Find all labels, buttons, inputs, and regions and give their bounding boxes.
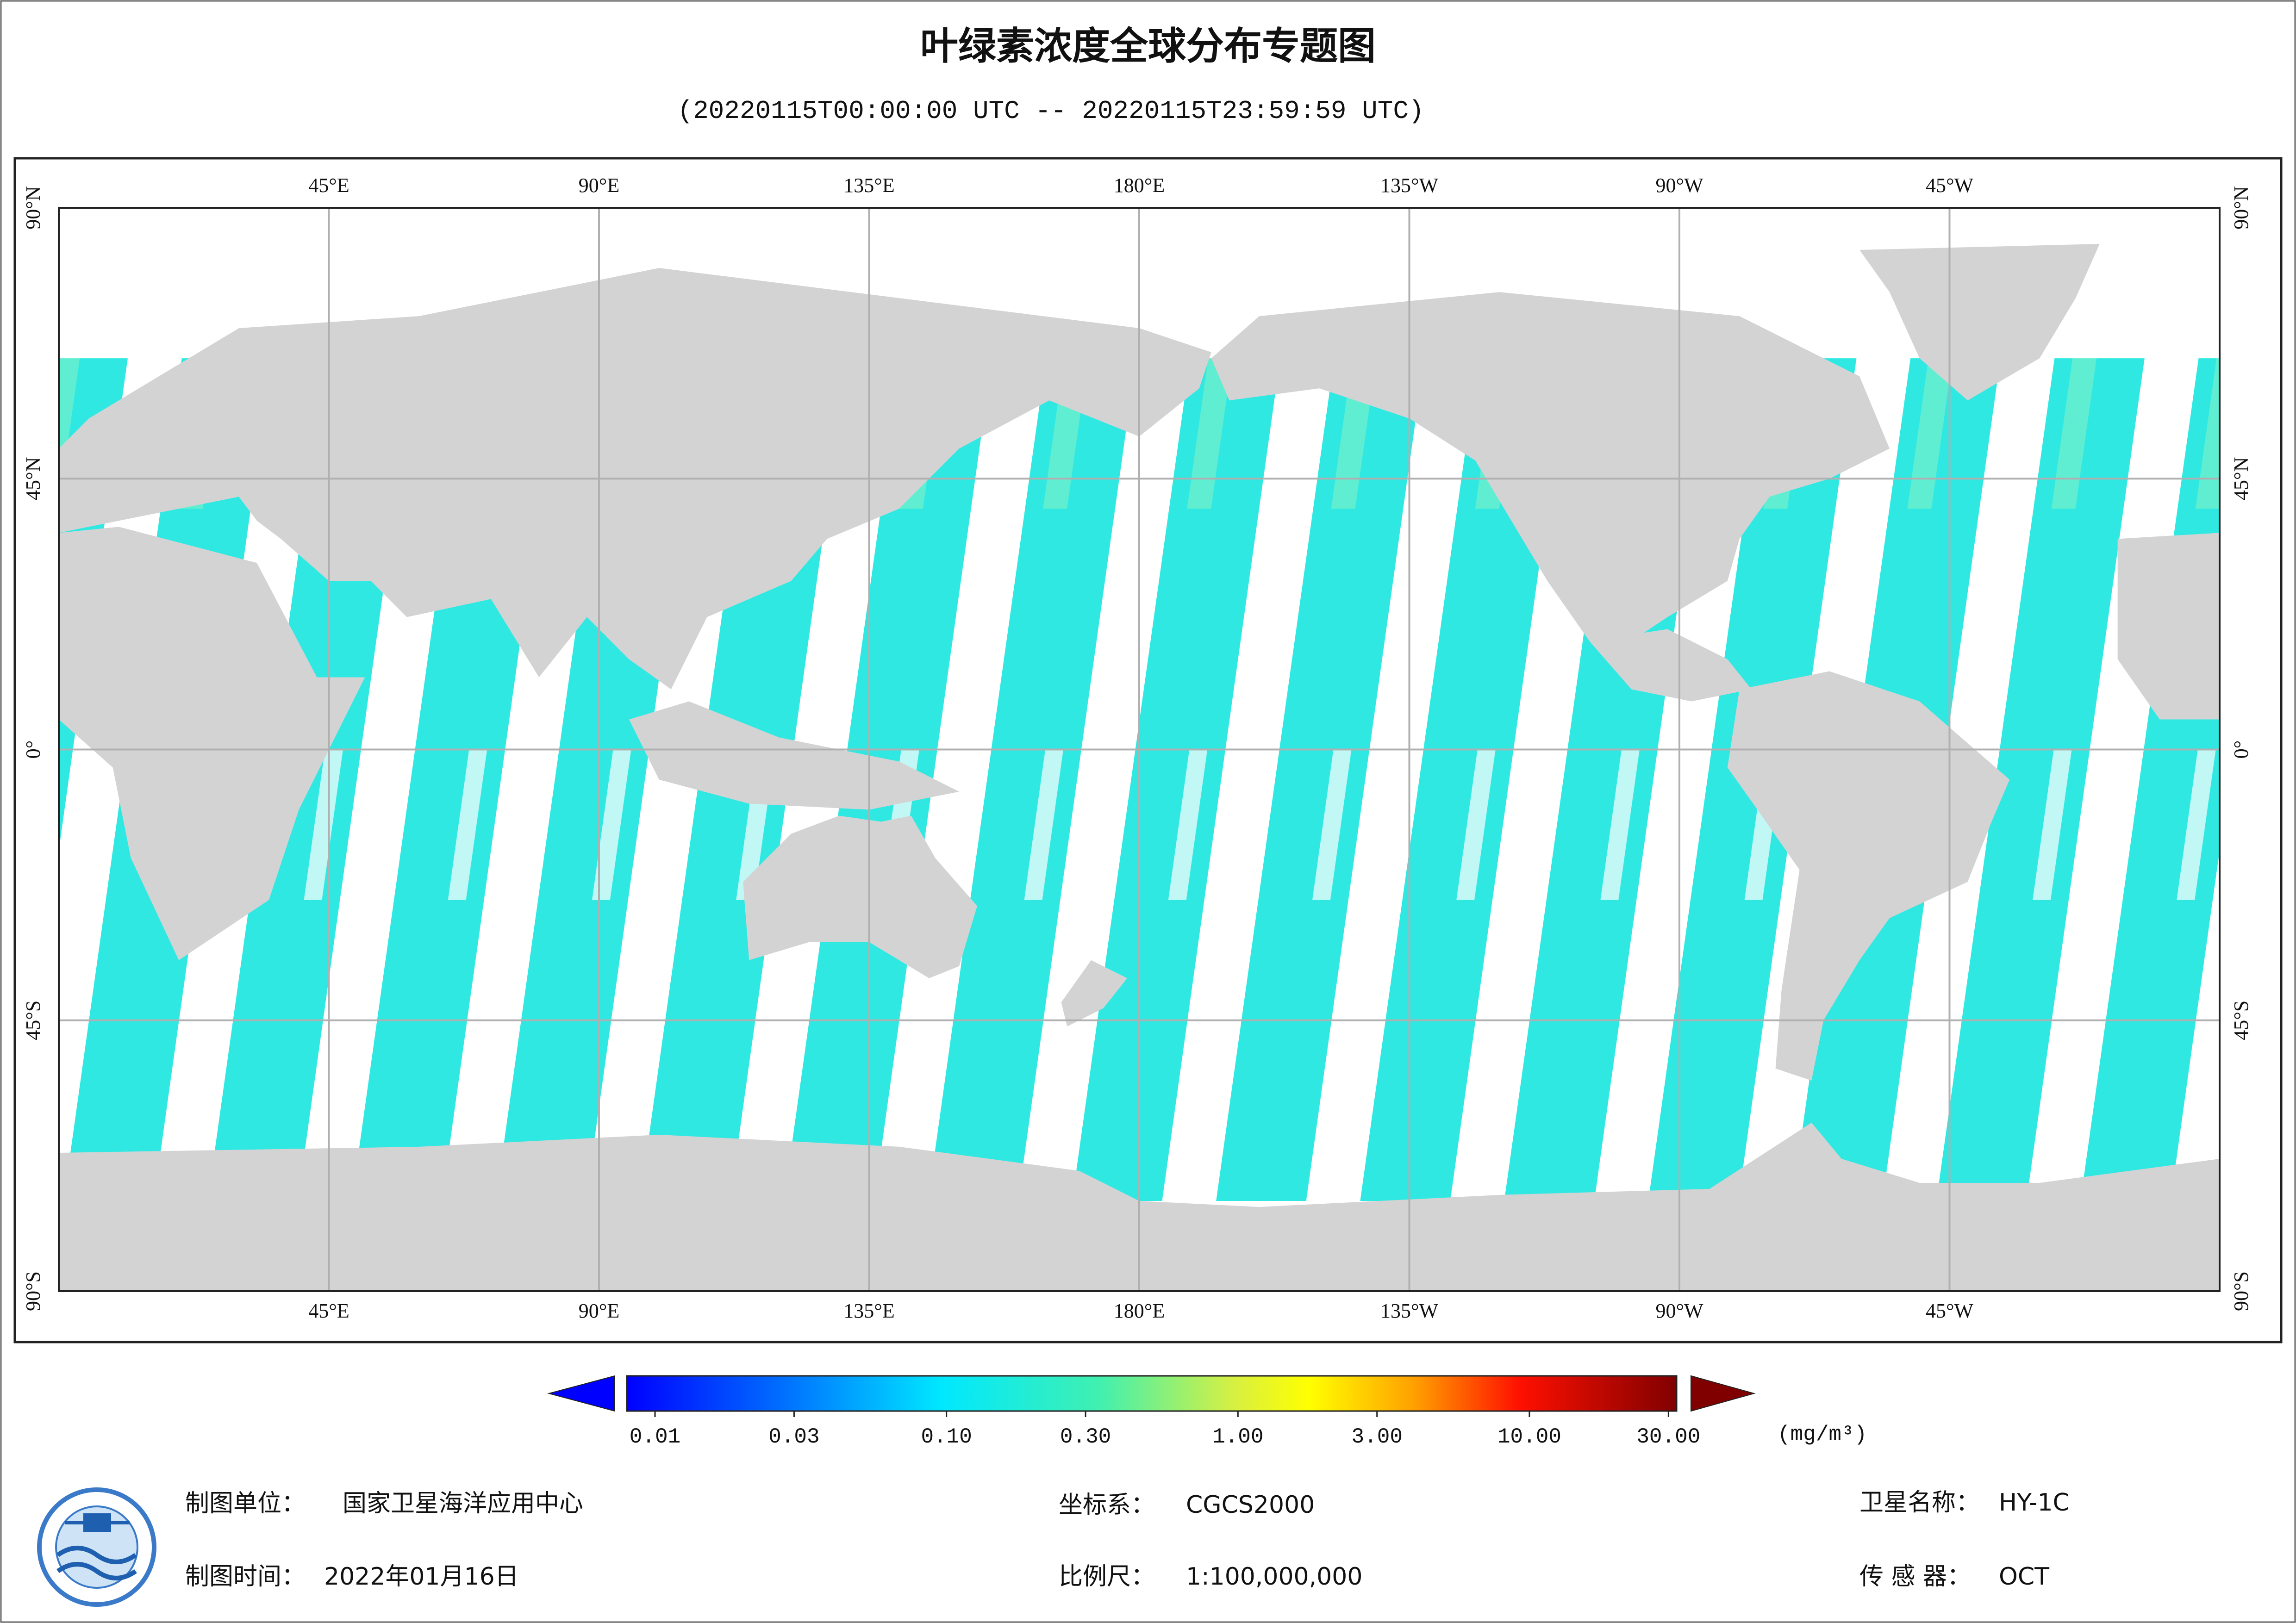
colorbar-over <box>1691 1375 1756 1412</box>
lat-label-right: 90°N <box>2230 186 2252 229</box>
footer-value: OCT <box>1999 1563 2049 1591</box>
footer-label: 制图时间： <box>185 1563 306 1591</box>
lon-label-top: 90°E <box>579 174 619 197</box>
colorbar-tick-label: 1.00 <box>1212 1425 1263 1449</box>
footer-label: 坐标系： <box>1059 1491 1155 1519</box>
lon-label-top: 45°E <box>308 174 349 197</box>
footer-value: 国家卫星海洋应用中心 <box>343 1490 583 1517</box>
lon-label-top: 180°E <box>1114 174 1165 197</box>
footer-label: 制图单位： <box>185 1490 306 1517</box>
lon-label-top: 135°E <box>843 174 894 197</box>
lat-label-left: 90°N <box>22 186 44 229</box>
lat-label-right: 0° <box>2230 740 2252 759</box>
lat-label-right: 45°S <box>2230 1001 2252 1040</box>
colorbar-tick-label: 0.30 <box>1060 1425 1111 1449</box>
lon-label-top: 135°W <box>1380 174 1439 197</box>
colorbar-unit: (mg/m³) <box>1778 1423 1867 1447</box>
title: 叶绿素浓度全球分布专题图 <box>920 24 1376 68</box>
lon-label-bottom: 45°E <box>308 1300 349 1322</box>
lon-label-bottom: 135°E <box>843 1300 894 1322</box>
footer-label: 卫星名称： <box>1859 1489 1980 1517</box>
footer-label: 传 感 器： <box>1859 1563 1971 1591</box>
lat-label-right: 45°N <box>2230 457 2252 500</box>
lon-label-bottom: 45°W <box>1926 1300 1974 1322</box>
colorbar-tick-label: 30.00 <box>1636 1425 1700 1449</box>
lon-label-bottom: 90°E <box>579 1300 619 1322</box>
lat-label-left: 45°N <box>22 457 44 500</box>
lon-label-bottom: 90°W <box>1655 1300 1703 1322</box>
colorbar <box>626 1375 1678 1412</box>
footer-value: 2022年01月16日 <box>324 1563 519 1591</box>
lon-label-top: 90°W <box>1655 174 1703 197</box>
subtitle: (20220115T00:00:00 UTC -- 20220115T23:59… <box>677 96 1424 126</box>
lon-label-bottom: 180°E <box>1114 1300 1165 1322</box>
colorbar-tick-label: 0.01 <box>630 1425 680 1449</box>
map-border <box>58 207 2221 1292</box>
footer-value: HY-1C <box>1999 1489 2070 1517</box>
colorbar-tick-label: 3.00 <box>1352 1425 1403 1449</box>
colorbar-tick-label: 10.00 <box>1497 1425 1561 1449</box>
colorbar-tick-label: 0.03 <box>768 1425 819 1449</box>
lat-label-left: 90°S <box>22 1271 44 1311</box>
map-frame <box>13 157 2283 1343</box>
colorbar-under <box>547 1375 615 1412</box>
lat-label-right: 90°S <box>2230 1271 2252 1311</box>
footer-value: 1:100,000,000 <box>1186 1563 1362 1591</box>
logo <box>37 1487 156 1607</box>
footer-value: CGCS2000 <box>1186 1491 1315 1519</box>
lat-label-left: 45°S <box>22 1001 44 1040</box>
colorbar-tick-label: 0.10 <box>921 1425 972 1449</box>
footer-label: 比例尺： <box>1059 1563 1155 1591</box>
lat-label-left: 0° <box>22 740 44 759</box>
lon-label-bottom: 135°W <box>1380 1300 1439 1322</box>
lon-label-top: 45°W <box>1926 174 1974 197</box>
